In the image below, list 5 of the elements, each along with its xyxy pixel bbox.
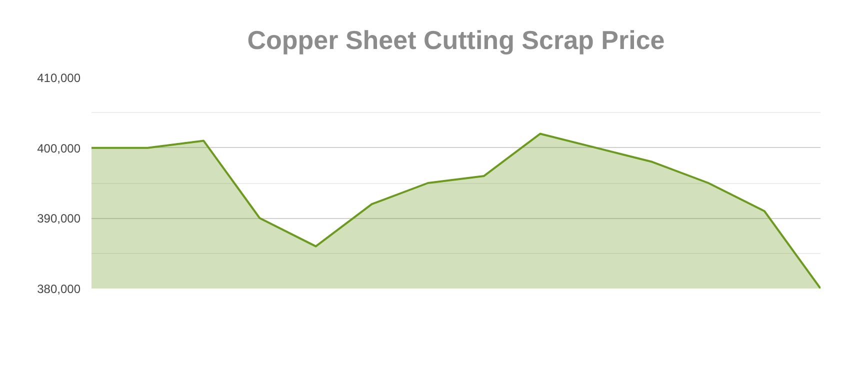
y-tick-label: 410,000 [37, 71, 81, 85]
y-tick-label: 400,000 [37, 141, 81, 156]
chart-title: Copper Sheet Cutting Scrap Price [247, 25, 665, 55]
y-tick-label: 390,000 [37, 212, 81, 226]
y-tick-label: 380,000 [37, 282, 81, 296]
